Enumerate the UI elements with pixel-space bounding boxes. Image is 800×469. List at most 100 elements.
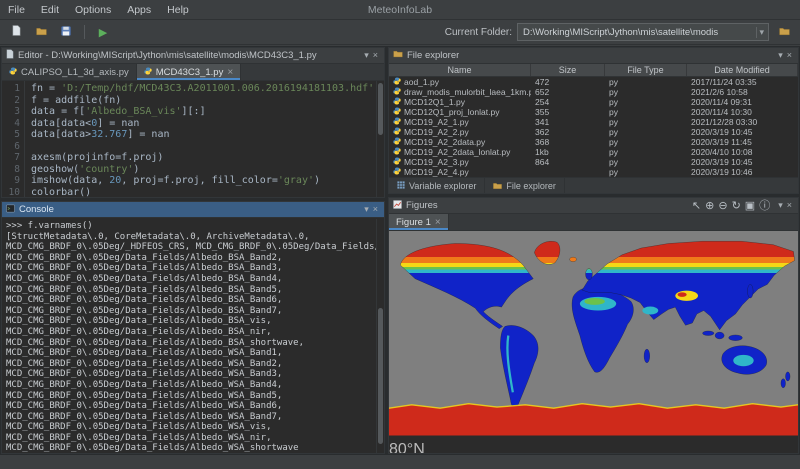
console-line: MCD_CMG_BRDF_0\.05Deg/Data_Fields/Albedo… [6, 411, 283, 422]
close-tab-icon[interactable]: × [227, 66, 234, 78]
file-row[interactable]: draw_modis_mulorbit_laea_1km.py 652 py 2021… [389, 87, 798, 97]
menu-bar: MeteoInfoLab File Edit Options Apps Help [0, 0, 800, 20]
map-plot[interactable] [389, 231, 798, 441]
file-name: MCD19_A2_1.py [404, 117, 469, 127]
zoom-out-icon[interactable]: ⊖ [718, 199, 728, 212]
file-type-cell: py [609, 157, 618, 167]
console-panel-header[interactable]: Console ▾ × [2, 202, 384, 218]
close-icon[interactable]: × [786, 200, 792, 210]
code-line: data[data<0] = nan [31, 117, 140, 129]
line-number: 9 [14, 175, 20, 186]
dock-tab-variable-explorer[interactable]: Variable explorer [389, 178, 486, 193]
dropdown-icon[interactable]: ▾ [778, 200, 783, 210]
editor-scrollbar[interactable] [376, 81, 384, 197]
menu-apps[interactable]: Apps [127, 3, 152, 16]
file-row[interactable]: MCD19_A2_2data.py 368 py 2020/3/19 11:45 [389, 137, 798, 147]
python-file-icon [393, 157, 401, 167]
close-tab-icon[interactable]: × [434, 216, 441, 228]
column-header-date-modified[interactable]: Date Modified [687, 64, 798, 76]
current-folder-combobox[interactable]: D:\Working\MIScript\Jython\mis\satellite… [517, 23, 769, 41]
file-row[interactable]: MCD19_A2_4.py py 2020/3/19 10:46 [389, 167, 798, 177]
console-panel: Console ▾ × >>> f.varnames() [StructMetada… [1, 201, 385, 454]
dock-tab-file-explorer[interactable]: File explorer [485, 178, 565, 193]
code-lines[interactable]: fn = 'D:/Temp/hdf/MCD43C3.A2011001.006.2… [25, 81, 384, 197]
dropdown-icon[interactable]: ▾ [364, 204, 369, 214]
close-icon[interactable]: × [372, 204, 378, 214]
console-panel-buttons: ▾ × [362, 204, 380, 215]
column-header-file-type[interactable]: File Type [605, 64, 687, 76]
file-size-cell: 368 [535, 137, 550, 147]
figures-panel-header[interactable]: Figures ↖ ⊕ ⊖ ↻ ▣ ⓘ ▾ × [389, 198, 798, 214]
figure-canvas[interactable]: 80°N60°N40°N20°N0°20°S40°S60°S80°S150°W1… [389, 231, 798, 454]
dock-tab-label: Variable explorer [409, 180, 477, 191]
file-explorer-header[interactable]: File explorer ▾ × [389, 48, 798, 64]
file-type-cell: py [609, 107, 618, 117]
editor-scrollbar-thumb[interactable] [378, 83, 383, 136]
file-row[interactable]: MCD19_A2_1.py 341 py 2021/12/28 03:30 [389, 117, 798, 127]
figure-tab[interactable]: Figure 1 × [389, 214, 449, 230]
file-row[interactable]: MCD19_A2_3.py 864 py 2020/3/19 10:45 [389, 157, 798, 167]
open-file-button[interactable] [31, 23, 51, 42]
menu-help[interactable]: Help [167, 3, 189, 16]
console-line: MCD_CMG_BRDF_0\.05Deg/Data_Fields/Albedo… [6, 422, 272, 433]
console-scrollbar-thumb[interactable] [378, 307, 383, 444]
rotate-icon[interactable]: ↻ [731, 199, 741, 212]
console-output[interactable]: >>> f.varnames() [StructMetadata\.0, Core… [2, 218, 384, 453]
editor-file-icon [6, 49, 14, 62]
dropdown-icon[interactable]: ▾ [364, 50, 369, 60]
console-line: MCD_CMG_BRDF_0\.05Deg/Data_Fields/Albedo… [6, 358, 283, 369]
close-icon[interactable]: × [372, 50, 378, 60]
column-header-name[interactable]: Name [389, 64, 531, 76]
console-line: MCD_CMG_BRDF_0\.05Deg/Data_Fields/Albedo… [6, 390, 283, 401]
python-file-icon [393, 77, 401, 87]
new-file-button[interactable] [6, 23, 26, 42]
browse-folder-button[interactable] [774, 23, 794, 42]
file-row[interactable]: MCD19_A2_2.py 362 py 2020/3/19 10:45 [389, 127, 798, 137]
menu-edit[interactable]: Edit [40, 3, 60, 16]
select-arrow-icon[interactable]: ↖ [691, 199, 702, 212]
file-name: MCD19_A2_3.py [404, 157, 469, 167]
explorer-bottom-tabs: Variable explorer File explorer [389, 177, 798, 193]
file-row[interactable]: aod_1.py 472 py 2017/11/24 03:35 [389, 77, 798, 87]
close-icon[interactable]: × [786, 50, 792, 60]
code-line: data = f['Albedo_BSA_vis'][:] [31, 106, 206, 117]
dropdown-icon[interactable]: ▾ [778, 50, 783, 60]
zoom-in-icon[interactable]: ⊕ [705, 199, 715, 212]
file-row[interactable]: MCD19_A2_2data_lonlat.py 1kb py 2020/4/10 1… [389, 147, 798, 157]
file-size-cell: 355 [535, 107, 550, 117]
file-date-cell: 2020/11/4 10:30 [691, 107, 752, 117]
column-header-size[interactable]: Size [531, 64, 605, 76]
file-date-cell: 2021/12/28 03:30 [691, 117, 758, 127]
identify-icon[interactable]: ⓘ [759, 199, 771, 212]
file-name: MCD12Q1_proj_lonlat.py [404, 107, 500, 117]
toolbar-separator [84, 25, 85, 39]
line-number: 4 [14, 117, 20, 129]
code-editor[interactable]: 1 2 3 4 5 6 7 8 9 10 fn = 'D:/Temp/hdf/MCD43C3.A2… [2, 81, 384, 197]
console-scrollbar[interactable] [376, 219, 384, 453]
full-extent-icon[interactable]: ▣ [744, 199, 756, 212]
editor-tab[interactable]: CALIPSO_L1_3d_axis.py [2, 64, 137, 80]
menu-options[interactable]: Options [75, 3, 112, 16]
y-axis-tick-label: 80°N [389, 440, 425, 454]
file-row[interactable]: MCD12Q1_proj_lonlat.py 355 py 2020/11/4 10:… [389, 107, 798, 117]
line-number: 6 [14, 140, 20, 152]
run-script-button[interactable]: ▶ [93, 23, 113, 42]
file-row[interactable]: MCD12Q1_1.py 254 py 2020/11/4 09:31 [389, 97, 798, 107]
file-name-cell: MCD19_A2_2data_lonlat.py [389, 147, 531, 157]
console-line: [StructMetadata\.0, CoreMetadata\.0, Arc… [6, 231, 310, 242]
editor-panel-header[interactable]: Editor - D:\Working\MIScript\Jython\mis\… [2, 48, 384, 64]
file-name: MCD19_A2_2data_lonlat.py [404, 147, 511, 157]
editor-panel-buttons: ▾ × [362, 50, 380, 61]
line-number: 2 [14, 94, 20, 106]
python-file-icon [393, 97, 401, 107]
file-name: MCD19_A2_2data.py [404, 137, 486, 147]
save-file-button[interactable] [56, 23, 76, 42]
file-explorer-title: File explorer [407, 50, 460, 61]
file-type-cell: py [609, 97, 618, 107]
menu-file[interactable]: File [8, 3, 25, 16]
file-date-cell: 2020/3/19 10:46 [691, 167, 753, 177]
console-line: MCD_CMG_BRDF_0\.05Deg/Data_Fields/Albedo… [6, 379, 283, 390]
file-explorer-panel: File explorer ▾ × Name Size File Type Date M… [388, 47, 799, 194]
editor-tab[interactable]: MCD43C3_1.py × [136, 64, 242, 80]
